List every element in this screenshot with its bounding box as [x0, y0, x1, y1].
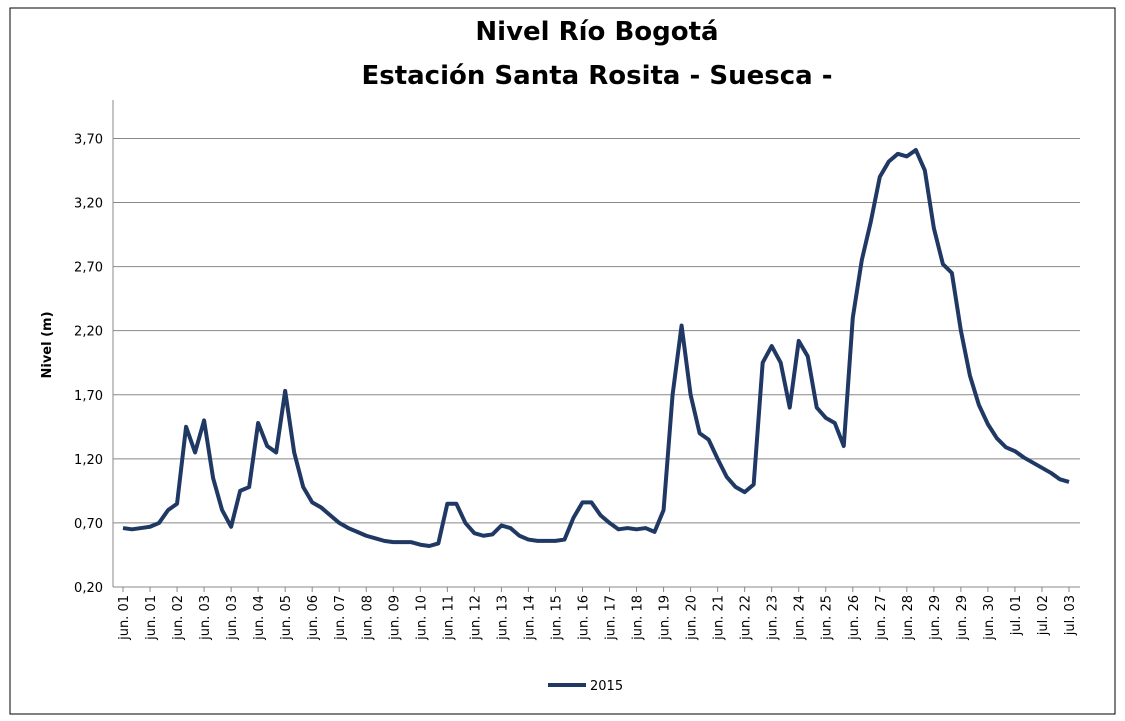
x-tick-label: jun. 25 — [820, 595, 835, 641]
x-tick-label: jun. 10 — [414, 595, 429, 641]
x-tick-label: jun. 02 — [171, 595, 186, 641]
y-tick-label: 1,70 — [74, 389, 103, 404]
x-tick-label: jun. 05 — [279, 595, 294, 641]
x-tick-label: jun. 22 — [739, 595, 754, 641]
x-tick-label: jun. 04 — [252, 595, 267, 641]
x-tick-label: jun. 18 — [631, 595, 646, 641]
x-tick-label: jun. 24 — [793, 595, 808, 641]
x-tick-label: jun. 27 — [874, 595, 889, 641]
y-tick-label: 2,20 — [74, 325, 103, 340]
x-tick-label: jun. 03 — [198, 595, 213, 641]
y-tick-label: 0,20 — [74, 581, 103, 596]
x-tick-label: jun. 15 — [549, 595, 564, 641]
x-tick-label: jun. 09 — [387, 595, 402, 641]
y-tick-label: 1,20 — [74, 453, 103, 468]
x-tick-label: jun. 14 — [522, 595, 537, 641]
x-tick-label: jul. 01 — [1009, 595, 1024, 636]
x-tick-label: jun. 19 — [658, 595, 673, 641]
y-axis-label: Nivel (m) — [40, 311, 55, 378]
x-tick-label: jun. 01 — [117, 595, 132, 641]
x-tick-label: jul. 03 — [1063, 595, 1078, 636]
x-tick-label: jun. 03 — [225, 595, 240, 641]
x-tick-label: jun. 11 — [441, 595, 456, 641]
x-tick-label: jun. 28 — [901, 595, 916, 641]
x-tick-label: jun. 30 — [982, 595, 997, 641]
x-tick-label: jun. 12 — [468, 595, 483, 641]
chart-title: Nivel Río Bogotá — [475, 17, 718, 47]
x-tick-label: jun. 17 — [604, 595, 619, 641]
x-tick-label: jun. 07 — [333, 595, 348, 641]
legend-label: 2015 — [590, 679, 623, 694]
y-tick-label: 2,70 — [74, 261, 103, 276]
data-line — [122, 147, 1070, 548]
x-tick-label: jun. 13 — [495, 595, 510, 641]
y-tick-label: 3,70 — [74, 132, 103, 147]
x-tick-label: jun. 29 — [955, 595, 970, 641]
x-tick-label: jun. 21 — [712, 595, 727, 641]
x-tick-label: jun. 29 — [928, 595, 943, 641]
chart-border — [9, 7, 1116, 715]
x-tick-label: jul. 02 — [1036, 595, 1051, 636]
x-tick-label: jun. 06 — [306, 595, 321, 641]
x-tick-label: jun. 01 — [144, 595, 159, 641]
x-tick-label: jun. 23 — [766, 595, 781, 641]
x-tick-label: jun. 08 — [360, 595, 375, 641]
x-tick-label: jun. 20 — [685, 595, 700, 641]
y-tick-label: 3,20 — [74, 197, 103, 212]
x-tick-label: jun. 26 — [847, 595, 862, 641]
chart-subtitle: Estación Santa Rosita - Suesca - — [361, 61, 832, 91]
y-tick-label: 0,70 — [74, 517, 103, 532]
x-tick-label: jun. 16 — [576, 595, 591, 641]
